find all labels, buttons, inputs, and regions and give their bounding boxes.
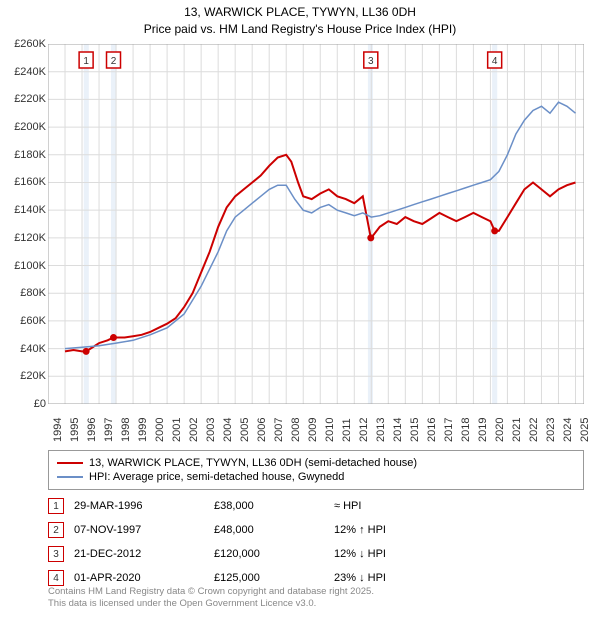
x-tick-label: 2002 [188,418,200,442]
title-line1: 13, WARWICK PLACE, TYWYN, LL36 0DH [0,4,600,21]
x-tick-label: 1995 [69,418,81,442]
y-tick-label: £80K [2,287,46,299]
y-tick-label: £160K [2,176,46,188]
sale-date: 01-APR-2020 [74,572,204,584]
sale-diff: ≈ HPI [334,500,454,512]
x-tick-label: 2015 [409,418,421,442]
svg-text:1: 1 [83,56,89,67]
plot-area: 1 2 3 4 [48,44,584,404]
x-tick-label: 2017 [443,418,455,442]
x-tick-label: 1994 [52,418,64,442]
x-tick-label: 2011 [341,418,353,442]
sale-marker-box: 3 [48,546,64,562]
x-tick-label: 2016 [426,418,438,442]
y-tick-label: £220K [2,93,46,105]
x-tick-label: 2022 [528,418,540,442]
x-tick-label: 2020 [494,418,506,442]
x-tick-label: 2018 [460,418,472,442]
legend-swatch [57,476,83,478]
y-tick-label: £20K [2,370,46,382]
footer-line1: Contains HM Land Registry data © Crown c… [48,586,584,598]
x-tick-label: 2000 [154,418,166,442]
x-tick-label: 2014 [392,418,404,442]
legend-label: 13, WARWICK PLACE, TYWYN, LL36 0DH (semi… [89,457,417,469]
sale-marker-box: 1 [48,498,64,514]
x-tick-label: 1998 [120,418,132,442]
sale-price: £38,000 [214,500,324,512]
y-tick-label: £140K [2,204,46,216]
sale-diff: 12% ↓ HPI [334,548,454,560]
x-tick-label: 2019 [477,418,489,442]
sale-marker-box: 4 [48,570,64,586]
x-tick-label: 2012 [358,418,370,442]
y-tick-label: £260K [2,38,46,50]
x-tick-label: 2023 [545,418,557,442]
chart-svg: 1 2 3 4 [48,44,584,404]
footer: Contains HM Land Registry data © Crown c… [48,586,584,611]
legend-label: HPI: Average price, semi-detached house,… [89,471,344,483]
legend-row: 13, WARWICK PLACE, TYWYN, LL36 0DH (semi… [57,457,575,469]
table-row: 2 07-NOV-1997 £48,000 12% ↑ HPI [48,518,584,542]
sale-marker-box: 2 [48,522,64,538]
svg-text:2: 2 [111,56,117,67]
x-tick-label: 2005 [239,418,251,442]
y-tick-label: £100K [2,260,46,272]
sale-price: £120,000 [214,548,324,560]
chart-container: 13, WARWICK PLACE, TYWYN, LL36 0DH Price… [0,0,600,620]
sale-date: 29-MAR-1996 [74,500,204,512]
x-tick-label: 2001 [171,418,183,442]
legend-swatch [57,462,83,464]
x-tick-label: 2025 [579,418,591,442]
y-tick-label: £40K [2,343,46,355]
x-tick-label: 1999 [137,418,149,442]
sale-price: £48,000 [214,524,324,536]
svg-text:4: 4 [492,56,498,67]
y-tick-label: £120K [2,232,46,244]
x-axis-labels: 1994 1995 1996 1997 1998 1999 2000 2001 2002 2003… [48,408,584,448]
svg-text:3: 3 [368,56,374,67]
x-tick-label: 2008 [290,418,302,442]
table-row: 3 21-DEC-2012 £120,000 12% ↓ HPI [48,542,584,566]
x-tick-label: 2024 [562,418,574,442]
table-row: 1 29-MAR-1996 £38,000 ≈ HPI [48,494,584,518]
x-tick-label: 2004 [222,418,234,442]
sale-price: £125,000 [214,572,324,584]
chart-title: 13, WARWICK PLACE, TYWYN, LL36 0DH Price… [0,0,600,38]
x-tick-label: 2010 [324,418,336,442]
y-tick-label: £240K [2,66,46,78]
x-tick-label: 2009 [307,418,319,442]
x-tick-label: 2003 [205,418,217,442]
x-tick-label: 1997 [103,418,115,442]
sale-diff: 12% ↑ HPI [334,524,454,536]
y-tick-label: £200K [2,121,46,133]
sale-diff: 23% ↓ HPI [334,572,454,584]
legend: 13, WARWICK PLACE, TYWYN, LL36 0DH (semi… [48,450,584,490]
y-tick-label: £0 [2,398,46,410]
x-tick-label: 2021 [511,418,523,442]
x-tick-label: 2007 [273,418,285,442]
y-tick-label: £60K [2,315,46,327]
sale-date: 07-NOV-1997 [74,524,204,536]
footer-line2: This data is licensed under the Open Gov… [48,598,584,610]
x-tick-label: 2013 [375,418,387,442]
sale-date: 21-DEC-2012 [74,548,204,560]
sales-table: 1 29-MAR-1996 £38,000 ≈ HPI 2 07-NOV-199… [48,494,584,590]
title-line2: Price paid vs. HM Land Registry's House … [0,21,600,38]
y-tick-label: £180K [2,149,46,161]
x-tick-label: 2006 [256,418,268,442]
legend-row: HPI: Average price, semi-detached house,… [57,471,575,483]
x-tick-label: 1996 [86,418,98,442]
